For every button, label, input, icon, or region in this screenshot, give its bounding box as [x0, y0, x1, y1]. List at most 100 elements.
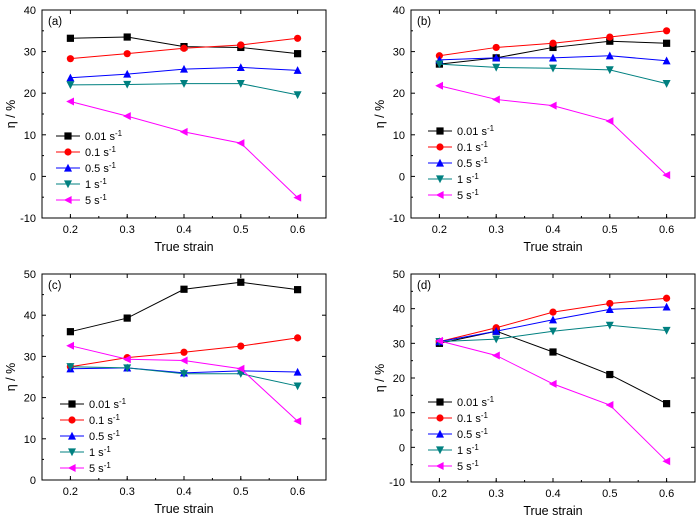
y-axis-label: η / % — [4, 363, 18, 392]
data-point — [294, 334, 302, 342]
legend-marker — [436, 143, 444, 151]
data-point — [549, 348, 557, 356]
data-point — [179, 127, 188, 136]
legend-marker — [64, 180, 72, 189]
data-point — [180, 348, 188, 356]
data-point — [492, 53, 501, 62]
legend-marker — [436, 446, 444, 455]
x-tick-label: 0.4 — [176, 224, 191, 236]
x-tick-label: 0.3 — [120, 224, 135, 236]
data-point — [435, 60, 444, 69]
legend-marker — [68, 416, 76, 424]
y-tick-label: 0 — [399, 171, 405, 183]
data-point — [548, 379, 557, 388]
data-point — [236, 370, 245, 378]
x-tick-label: 0.4 — [545, 224, 560, 236]
data-point — [293, 193, 302, 202]
data-point — [492, 351, 500, 360]
legend-label: 0.1 s-1 — [457, 411, 489, 425]
x-tick-label: 0.5 — [233, 486, 248, 498]
data-point — [294, 286, 302, 294]
legend-label: 0.5 s-1 — [89, 429, 121, 443]
data-point — [236, 63, 245, 72]
data-point — [180, 64, 188, 73]
y-tick-label: -10 — [20, 213, 36, 225]
legend-label: 0.1 s-1 — [89, 413, 121, 427]
x-tick-label: 0.6 — [290, 224, 305, 236]
data-point — [236, 139, 245, 148]
data-point — [237, 342, 245, 350]
legend-marker — [67, 464, 76, 472]
x-axis-label: True strain — [154, 502, 213, 516]
y-tick-label: 0 — [30, 171, 36, 183]
x-tick-label: 0.3 — [489, 488, 504, 500]
data-point — [66, 73, 75, 82]
data-point — [605, 401, 614, 410]
data-point — [605, 305, 614, 313]
y-tick-label: 40 — [24, 310, 36, 322]
y-tick-label: 30 — [24, 351, 36, 363]
legend-label: 1 s-1 — [457, 443, 479, 457]
y-tick-label: 20 — [24, 88, 36, 100]
data-point — [293, 417, 302, 426]
legend-marker — [436, 158, 444, 167]
data-point — [492, 327, 501, 335]
x-axis-label: True strain — [523, 504, 582, 518]
data-point — [606, 370, 614, 379]
data-point — [123, 112, 131, 121]
legend-marker — [436, 127, 444, 135]
y-axis-label: η / % — [4, 100, 18, 129]
data-point — [66, 97, 74, 106]
legend-label: 0.1 s-1 — [457, 140, 489, 154]
data-point — [294, 50, 302, 58]
data-point — [606, 33, 614, 41]
y-tick-label: 30 — [24, 47, 36, 59]
data-point — [123, 355, 131, 364]
data-point — [549, 308, 557, 316]
x-tick-label: 0.2 — [63, 486, 78, 498]
data-point — [66, 363, 75, 371]
data-point — [662, 326, 671, 335]
panel-label: (d) — [417, 280, 431, 292]
legend-label: 5 s-1 — [457, 188, 479, 202]
legend-label: 5 s-1 — [89, 461, 111, 475]
legend-label: 1 s-1 — [85, 177, 107, 191]
data-point — [293, 367, 302, 376]
y-tick-label: 30 — [393, 338, 405, 350]
legend-label: 5 s-1 — [85, 193, 107, 207]
data-point — [236, 364, 245, 373]
legend-label: 0.1 s-1 — [85, 145, 117, 159]
data-point — [549, 327, 557, 336]
y-tick-label: 20 — [393, 373, 405, 385]
legend-marker — [435, 191, 444, 199]
data-point — [123, 314, 131, 322]
legend-marker — [64, 132, 72, 140]
y-tick-label: 10 — [393, 130, 405, 142]
legend-label: 0.5 s-1 — [457, 427, 489, 441]
x-axis-label: True strain — [154, 240, 213, 254]
data-point — [492, 43, 500, 52]
data-point — [179, 356, 188, 365]
y-tick-label: -10 — [389, 213, 405, 225]
legend-marker — [436, 414, 444, 422]
data-point — [492, 63, 501, 72]
y-axis-label: η / % — [373, 364, 387, 393]
data-point — [549, 39, 557, 47]
data-point — [66, 81, 75, 90]
x-tick-label: 0.5 — [233, 224, 248, 236]
y-axis-label: η / % — [373, 100, 387, 129]
x-tick-label: 0.2 — [432, 224, 447, 236]
panel-label: (b) — [417, 16, 431, 28]
data-point — [662, 80, 671, 88]
series-line — [439, 330, 667, 405]
x-tick-label: 0.4 — [545, 488, 560, 500]
legend-label: 1 s-1 — [457, 172, 479, 186]
data-point — [605, 66, 614, 75]
x-tick-label: 0.5 — [602, 224, 617, 236]
plot-frame — [410, 273, 696, 483]
data-point — [492, 95, 500, 104]
legend-marker — [63, 196, 72, 204]
data-point — [294, 34, 302, 42]
legend-marker — [68, 431, 76, 440]
